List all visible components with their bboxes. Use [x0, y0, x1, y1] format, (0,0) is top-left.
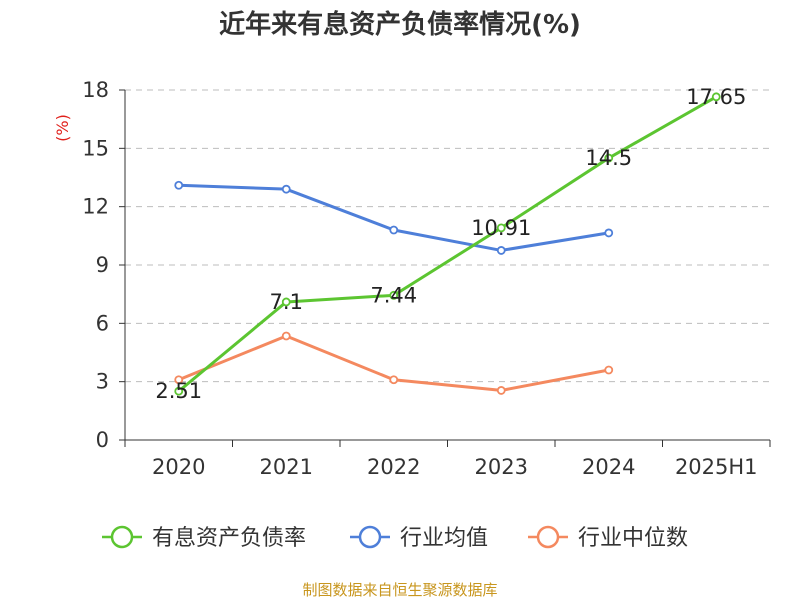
series-2: [174, 180, 614, 255]
legend-marker: [110, 525, 134, 549]
data-point[interactable]: [389, 290, 399, 300]
data-label: 10.91: [471, 216, 531, 240]
legend-label: 有息资产负债率: [152, 526, 306, 551]
data-point[interactable]: [604, 153, 614, 163]
x-tick-label: 2023: [475, 455, 528, 479]
y-tick-label: 0: [96, 428, 109, 452]
data-point[interactable]: [389, 225, 399, 235]
data-label: 7.1: [270, 290, 303, 314]
axes: 0 3 6 9 12 15 18 2020 2021 2022 2023 2024 2025H1: [82, 78, 771, 479]
legend-item[interactable]: 行业中位数: [528, 525, 688, 551]
data-label: 2.51: [155, 379, 202, 403]
x-tick-label: 2022: [367, 455, 420, 479]
y-tick-label: 12: [82, 195, 109, 219]
y-tick-label: 6: [96, 311, 109, 335]
data-point[interactable]: [604, 365, 614, 375]
data-point[interactable]: [174, 375, 184, 385]
x-tick-label: 2021: [260, 455, 313, 479]
legend-item[interactable]: 行业均值: [350, 525, 488, 551]
x-tick-label: 2020: [152, 455, 205, 479]
series-1: [174, 92, 721, 396]
legend-label: 行业中位数: [578, 526, 688, 551]
legend[interactable]: 有息资产负债率 行业均值 行业中位数: [102, 525, 688, 551]
data-point[interactable]: [496, 246, 506, 255]
chart-title: 近年来有息资产负债率情况(%): [219, 9, 581, 40]
y-tick-label: 9: [96, 253, 109, 277]
data-point[interactable]: [281, 297, 291, 307]
data-point[interactable]: [281, 331, 291, 341]
x-tick-label: 2024: [582, 455, 635, 479]
data-point[interactable]: [281, 184, 291, 194]
series-line: [177, 95, 718, 393]
source-note: 制图数据来自恒生聚源数据库: [302, 581, 497, 599]
data-point[interactable]: [604, 228, 614, 238]
data-labels: 2.51 7.1 7.44 10.91 14.5 17.65: [155, 85, 746, 403]
legend-label: 行业均值: [400, 526, 488, 551]
data-point[interactable]: [711, 92, 721, 102]
y-tick-label: 3: [96, 370, 109, 394]
legend-marker: [536, 525, 560, 549]
series-lines: [174, 92, 721, 396]
series-3: [174, 331, 614, 395]
data-label: 7.44: [370, 283, 417, 307]
x-tick-label: 2025H1: [675, 455, 758, 479]
legend-item[interactable]: 有息资产负债率: [102, 525, 306, 551]
legend-marker: [358, 525, 382, 549]
y-tick-label: 18: [82, 78, 109, 102]
y-axis-unit: (%): [53, 114, 72, 142]
data-point[interactable]: [174, 386, 184, 396]
data-point[interactable]: [496, 386, 506, 395]
grid-lines: [125, 89, 770, 383]
data-point[interactable]: [174, 180, 184, 190]
data-label: 17.65: [686, 85, 746, 109]
y-tick-label: 15: [82, 136, 109, 160]
series-line: [177, 183, 611, 252]
data-point[interactable]: [496, 223, 506, 233]
data-point[interactable]: [389, 375, 399, 385]
data-label: 14.5: [585, 146, 632, 170]
